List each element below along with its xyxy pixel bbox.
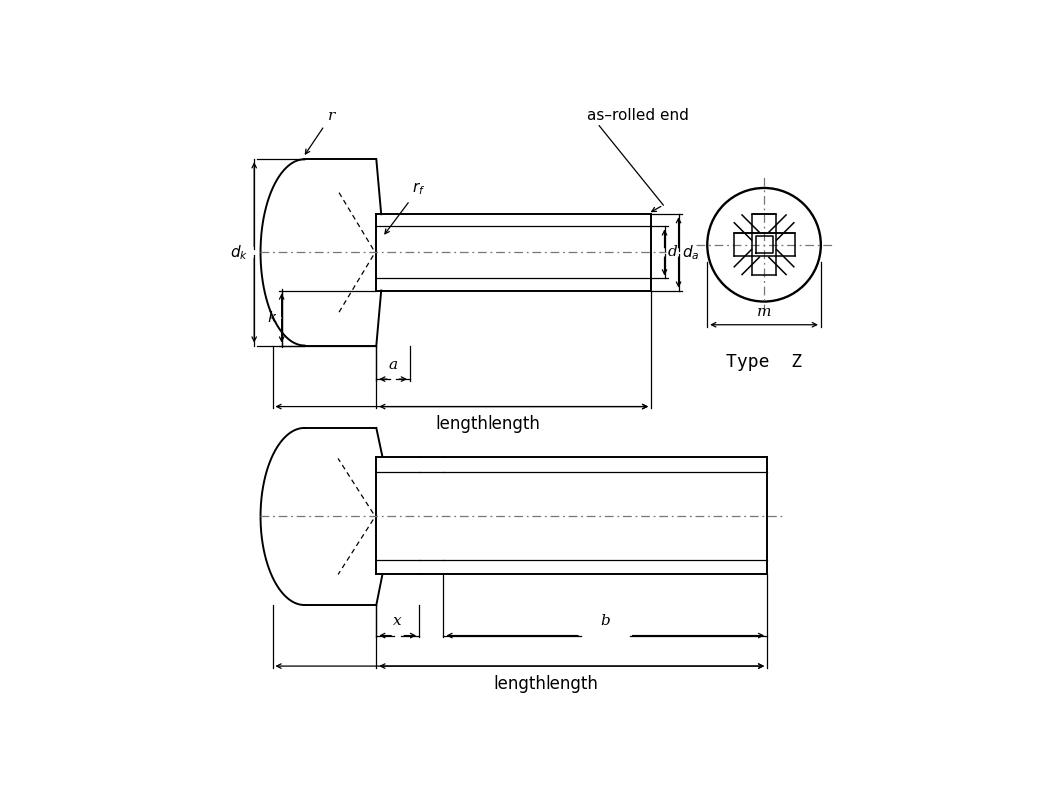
Text: x: x <box>394 615 402 628</box>
Text: length: length <box>436 415 488 433</box>
Text: k: k <box>268 311 277 325</box>
Text: length: length <box>487 415 540 433</box>
Text: d: d <box>668 245 677 259</box>
Text: length: length <box>494 675 546 692</box>
Text: a: a <box>388 358 398 372</box>
Text: b: b <box>601 615 610 628</box>
Text: r: r <box>328 109 335 123</box>
Text: as–rolled end: as–rolled end <box>587 108 689 123</box>
Text: m: m <box>757 305 772 319</box>
Text: length: length <box>545 675 598 692</box>
Text: $d_k$: $d_k$ <box>230 243 248 262</box>
Text: Type  Z: Type Z <box>726 354 802 371</box>
Text: $d_a$: $d_a$ <box>681 243 699 262</box>
Text: $r_f$: $r_f$ <box>412 181 425 197</box>
